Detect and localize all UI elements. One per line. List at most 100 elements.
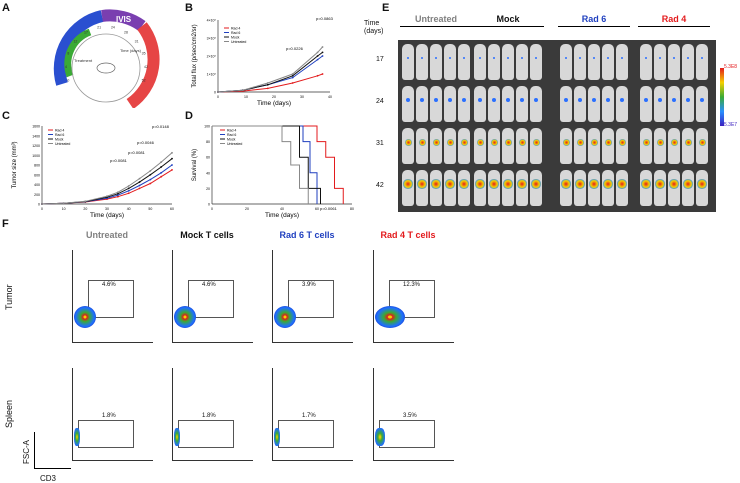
series-line-mock — [212, 125, 321, 204]
panel-label-e: E — [382, 2, 390, 14]
group-header: Untreated — [414, 14, 457, 24]
flow-plot — [172, 368, 253, 461]
flow-row-label: Tumor — [4, 284, 14, 310]
timeline-tick-label: 0 — [67, 79, 69, 83]
gate-box — [389, 280, 435, 318]
bioluminescence-signal — [433, 97, 439, 103]
time-label: 42 — [376, 182, 384, 189]
y-axis-title: Tumor size (mm³) — [12, 141, 18, 188]
bioluminescence-signal — [641, 179, 651, 189]
data-point — [138, 181, 141, 183]
ivis-image-panel: Time (days) Untreated Mock Rad 6 Rad 4 17 24 31… — [362, 10, 740, 216]
mouse-image — [602, 128, 614, 164]
y-tick-label: 60 — [206, 156, 210, 160]
gate-box — [78, 420, 134, 448]
data-point — [241, 89, 244, 92]
legend-label: Mock — [55, 137, 64, 141]
flow-plot — [272, 250, 353, 343]
bioluminescence-signal — [419, 97, 425, 103]
gate-percentage: 1.8% — [202, 413, 216, 419]
legend-label: Mock — [227, 137, 236, 141]
timeline-tick-label: 28 — [124, 30, 128, 34]
bioluminescence-signal — [684, 138, 692, 146]
series-line-untreated — [212, 125, 309, 204]
bioluminescence-signal — [656, 138, 664, 146]
mouse-image — [430, 86, 442, 122]
flux-line-chart: 0 1×10⁸ 2×10⁸ 3×10⁸ 4×10⁸ 0 10 20 30 40 Time (days… — [192, 16, 334, 107]
mouse-image — [574, 86, 586, 122]
bioluminescence-signal — [563, 97, 569, 103]
data-point — [138, 177, 141, 180]
mouse-image — [430, 128, 442, 164]
data-point — [127, 185, 130, 187]
data-point — [266, 83, 269, 86]
bioluminescence-signal — [505, 97, 511, 103]
bioluminescence-signal — [671, 97, 677, 103]
timeline-tick-label: 35 — [142, 51, 146, 55]
mouse-image — [696, 44, 708, 80]
panel-label-a: A — [2, 2, 10, 14]
bioluminescence-signal — [460, 138, 468, 146]
data-point — [291, 74, 294, 77]
ivis-label: IVIS — [116, 15, 132, 24]
timeline-tick-label: 52 — [142, 79, 146, 83]
cell-population-density — [375, 306, 405, 328]
p-value-annotation: p=0.0046 — [137, 140, 155, 145]
bioluminescence-signal — [476, 138, 484, 146]
bioluminescence-signal — [404, 138, 412, 146]
ring-purple-segment — [101, 9, 146, 31]
bioluminescence-signal — [617, 179, 627, 189]
bioluminescence-signal — [491, 97, 497, 103]
bioluminescence-signal — [518, 138, 526, 146]
bioluminescence-signal — [517, 179, 527, 189]
data-point — [316, 51, 319, 54]
x-tick-label: 80 — [350, 207, 354, 211]
data-point — [291, 73, 294, 75]
bioluminescence-signal — [670, 138, 678, 146]
bioluminescence-signal — [590, 138, 598, 146]
bioluminescence-signal — [673, 57, 675, 59]
bioluminescence-signal — [459, 179, 469, 189]
data-point — [106, 195, 108, 198]
fsc-axis-label: FSC-A — [22, 440, 31, 464]
p-value-annotation: p=0.0081 — [128, 150, 146, 155]
scale-label: 5.3E7 — [724, 122, 738, 128]
bioluminescence-signal — [432, 138, 440, 146]
data-point — [160, 171, 163, 174]
mouse-image — [516, 128, 528, 164]
bioluminescence-signal — [605, 97, 611, 103]
flow-column-header: Untreated — [85, 230, 128, 240]
mouse-image — [640, 128, 652, 164]
mouse-image — [616, 86, 628, 122]
bioluminescence-signal — [463, 57, 465, 59]
group-header: Rad 4 — [661, 14, 687, 24]
y-tick-label: 1600 — [32, 125, 40, 129]
x-tick-label: 20 — [83, 207, 87, 211]
bioluminescence-signal — [405, 97, 411, 103]
series-line-untreated — [217, 46, 323, 93]
data-point — [316, 55, 319, 57]
x-axis-title: Time (days) — [90, 212, 124, 219]
mouse-image — [574, 44, 586, 80]
data-point — [116, 191, 119, 194]
legend-label: Untreated — [231, 40, 246, 44]
mouse-image — [588, 44, 600, 80]
mouse-image — [430, 44, 442, 80]
bioluminescence-signal — [619, 97, 625, 103]
mouse-image — [488, 44, 500, 80]
mouse-image — [530, 44, 542, 80]
bioluminescence-signal — [477, 97, 483, 103]
group-underline — [558, 26, 630, 27]
mouse-image — [458, 128, 470, 164]
timeline-ring-diagram: IVIS Treatment Time (days) 0 4 8 12 17 21 24 28… — [53, 9, 160, 108]
mouse-image — [574, 128, 586, 164]
x-tick-label: 20 — [245, 207, 249, 211]
group-underline — [638, 26, 710, 27]
p-value-annotation: p=0.0061 — [320, 206, 338, 211]
gate-percentage: 1.8% — [102, 413, 116, 419]
mouse-image — [516, 44, 528, 80]
gate-percentage: 4.6% — [102, 282, 116, 288]
mouse-image — [458, 44, 470, 80]
mouse-image — [654, 44, 666, 80]
timeline-tick-label: 42 — [144, 65, 148, 69]
